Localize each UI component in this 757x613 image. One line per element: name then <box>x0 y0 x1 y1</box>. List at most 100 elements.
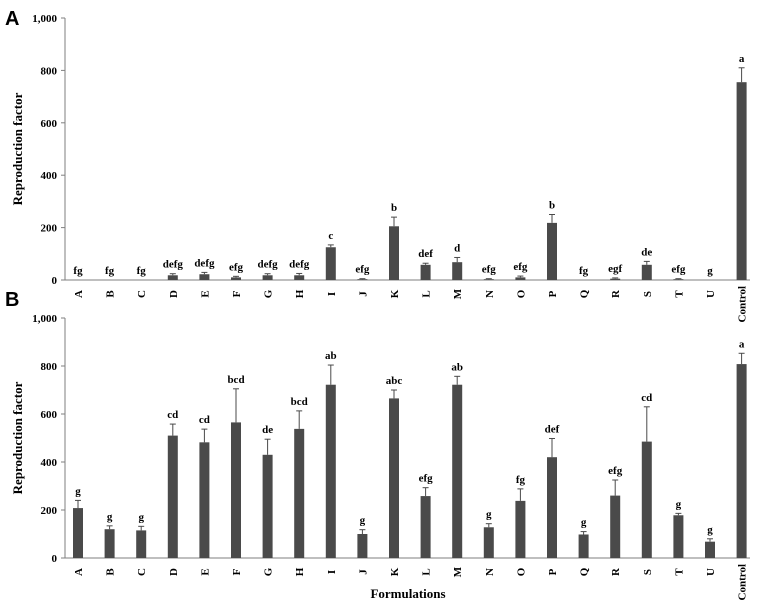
panel-a-significance-label-j: efg <box>355 264 370 276</box>
panel-b-y-axis-title: Reproduction factor <box>10 381 25 494</box>
panel-a-x-tick-label-r: R <box>610 289 622 298</box>
panel-b-significance-label-g: de <box>262 424 273 436</box>
panel-b-bar-k <box>389 398 399 558</box>
panel-b-x-tick-label-q: Q <box>579 567 591 576</box>
panel-b-bar-g <box>263 455 273 558</box>
panel-a-bar-e <box>199 274 209 280</box>
panel-b-x-tick-label-f: F <box>231 568 243 575</box>
panel-a-x-tick-label-d: D <box>168 290 180 298</box>
panel-b-bar-control <box>737 364 747 558</box>
panel-b-significance-label-b: g <box>107 511 113 523</box>
panel-a-significance-label-f: efg <box>229 261 244 273</box>
panel-a-y-axis-title: Reproduction factor <box>10 92 25 205</box>
panel-a-x-tick-label-j: J <box>357 291 369 297</box>
panel-b-significance-label-p: def <box>545 423 560 435</box>
panel-b-y-tick-label: 200 <box>41 505 58 517</box>
panel-a-bar-d <box>168 275 178 280</box>
panel-a-bar-g <box>263 275 273 280</box>
panel-b-significance-label-control: a <box>739 338 745 350</box>
panel-b-bar-h <box>294 429 304 558</box>
panel-a-y-tick-label: 600 <box>41 118 58 130</box>
panel-b-x-tick-label-m: M <box>452 566 464 577</box>
panel-b-significance-label-j: g <box>360 515 366 527</box>
panel-a-bar-l <box>421 265 431 280</box>
panel-b-significance-label-a: g <box>75 485 81 497</box>
panel-a-y-tick-label: 200 <box>41 223 58 235</box>
panel-a-significance-label-control: a <box>739 53 745 65</box>
panel-b-significance-label-c: g <box>138 511 144 523</box>
panel-b-bar-u <box>705 542 715 558</box>
panel-b-bar-n <box>484 527 494 558</box>
panel-a-bar-s <box>642 265 652 280</box>
panel-b-bar-p <box>547 457 557 558</box>
panel-a-y-tick-label: 800 <box>41 65 58 77</box>
panel-b-bar-b <box>105 529 115 558</box>
panel-a-letter: A <box>5 8 19 30</box>
panel-b-bar-a <box>73 508 83 558</box>
panel-a-significance-label-e: defg <box>194 257 215 269</box>
panel-a-x-tick-label-m: M <box>452 288 464 299</box>
panel-a-significance-label-s: de <box>641 246 652 258</box>
panel-b-bar-f <box>231 422 241 558</box>
panel-b-significance-label-t: g <box>676 498 682 510</box>
panel-a-x-tick-label-g: G <box>263 289 275 298</box>
panel-a-significance-label-t: efg <box>671 264 686 276</box>
panel-b-bar-o <box>515 501 525 558</box>
panel-a-significance-label-r: egf <box>608 263 622 275</box>
panel-b-x-tick-label-b: B <box>105 568 117 576</box>
panel-b-y-tick-label: 1,000 <box>32 313 57 325</box>
panel-a-significance-label-a: fg <box>73 265 83 277</box>
panel-b-significance-label-s: cd <box>641 392 652 404</box>
panel-b-bar-c <box>136 530 146 558</box>
panel-b-significance-label-r: efg <box>608 465 623 477</box>
panel-a-y-tick-label: 0 <box>52 275 58 287</box>
panel-b-x-tick-label-u: U <box>705 568 717 576</box>
panel-a-significance-label-l: def <box>418 248 433 260</box>
panel-b-x-tick-label-a: A <box>73 568 85 576</box>
panel-b-y-tick-label: 600 <box>41 409 58 421</box>
panel-a-significance-label-g: defg <box>258 259 279 271</box>
panel-b-significance-label-l: efg <box>419 473 434 485</box>
panel-a-significance-label-m: d <box>454 242 460 254</box>
panel-b-bar-t <box>673 515 683 558</box>
panel-b-significance-label-u: g <box>707 524 713 536</box>
panel-b-x-tick-label-l: L <box>421 568 433 575</box>
panel-a-x-tick-label-u: U <box>705 290 717 298</box>
panel-a-bar-j <box>357 279 367 280</box>
panel-a-significance-label-d: defg <box>163 259 184 271</box>
panel-a-significance-label-o: efg <box>513 261 528 273</box>
panel-a-significance-label-i: c <box>328 230 333 242</box>
panel-a-significance-label-n: efg <box>482 264 497 276</box>
panel-b-bar-e <box>199 442 209 558</box>
panel-b-significance-label-q: g <box>581 517 587 529</box>
panel-a-x-tick-label-i: I <box>326 292 338 296</box>
panel-a-significance-label-u: g <box>707 265 713 277</box>
panel-b-significance-label-o: fg <box>516 474 526 486</box>
panel-a-x-tick-label-control: Control <box>737 286 749 322</box>
panel-a-bar-t <box>673 279 683 280</box>
panel-a-significance-label-k: b <box>391 202 397 214</box>
panel-b-x-tick-label-control: Control <box>737 564 749 600</box>
panel-b-y-tick-label: 400 <box>41 457 58 469</box>
panel-b-x-tick-label-n: N <box>484 568 496 576</box>
panel-b-bar-i <box>326 385 336 558</box>
panel-a-x-tick-label-t: T <box>673 290 685 298</box>
panel-b-bar-s <box>642 442 652 558</box>
panel-a-bar-h <box>294 275 304 280</box>
panel-b-significance-label-e: cd <box>199 414 210 426</box>
panel-a-x-tick-label-e: E <box>199 290 211 297</box>
panel-a-significance-label-c: fg <box>137 265 147 277</box>
panel-a-significance-label-q: fg <box>579 265 589 277</box>
panel-a-significance-label-b: fg <box>105 265 115 277</box>
panel-a-bar-f <box>231 277 241 280</box>
x-axis-title: Formulations <box>370 586 445 601</box>
panel-a-y-tick-label: 400 <box>41 170 58 182</box>
panel-a-x-tick-label-c: C <box>136 290 148 298</box>
panel-a-x-tick-label-q: Q <box>579 289 591 298</box>
panel-b-significance-label-m: ab <box>451 361 463 373</box>
panel-a-bar-i <box>326 247 336 280</box>
panel-b-significance-label-k: abc <box>386 375 403 387</box>
panel-a-x-tick-label-k: K <box>389 289 401 298</box>
